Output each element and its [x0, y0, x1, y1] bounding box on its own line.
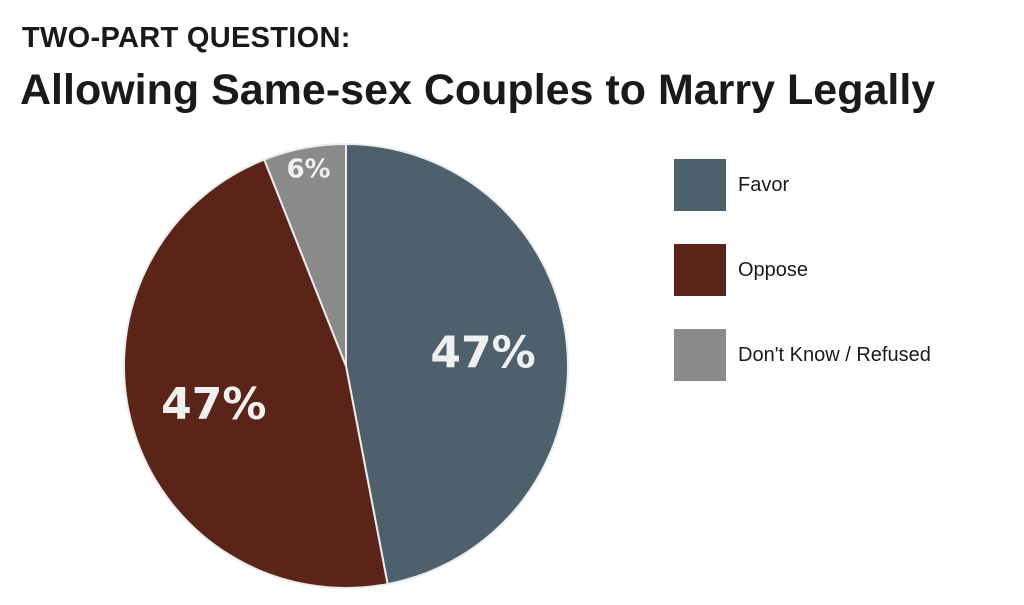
legend-item-oppose: Oppose [674, 244, 931, 296]
legend-label-dont-know: Don't Know / Refused [738, 343, 931, 366]
pie-slice-favor [345, 142, 569, 586]
chart-subtitle: TWO-PART QUESTION: [22, 22, 351, 54]
legend-swatch-favor [674, 159, 726, 211]
pie-slice-dont-know [262, 142, 347, 367]
legend-label-oppose: Oppose [738, 258, 809, 281]
pie-label-oppose: 47% [161, 379, 266, 430]
pie-label-favor: 47% [430, 328, 535, 379]
pie-label-dont-know: 6% [286, 155, 330, 185]
pie-chart: 47% 47% 6% [123, 142, 569, 589]
pie-slice-oppose [123, 158, 389, 589]
chart-title: Allowing Same-sex Couples to Marry Legal… [20, 66, 936, 114]
legend-item-favor: Favor [674, 159, 931, 211]
legend-item-dont-know: Don't Know / Refused [674, 329, 931, 381]
legend: Favor Oppose Don't Know / Refused [674, 159, 931, 414]
legend-swatch-dont-know [674, 329, 726, 381]
legend-label-favor: Favor [738, 173, 790, 196]
legend-swatch-oppose [674, 244, 726, 296]
